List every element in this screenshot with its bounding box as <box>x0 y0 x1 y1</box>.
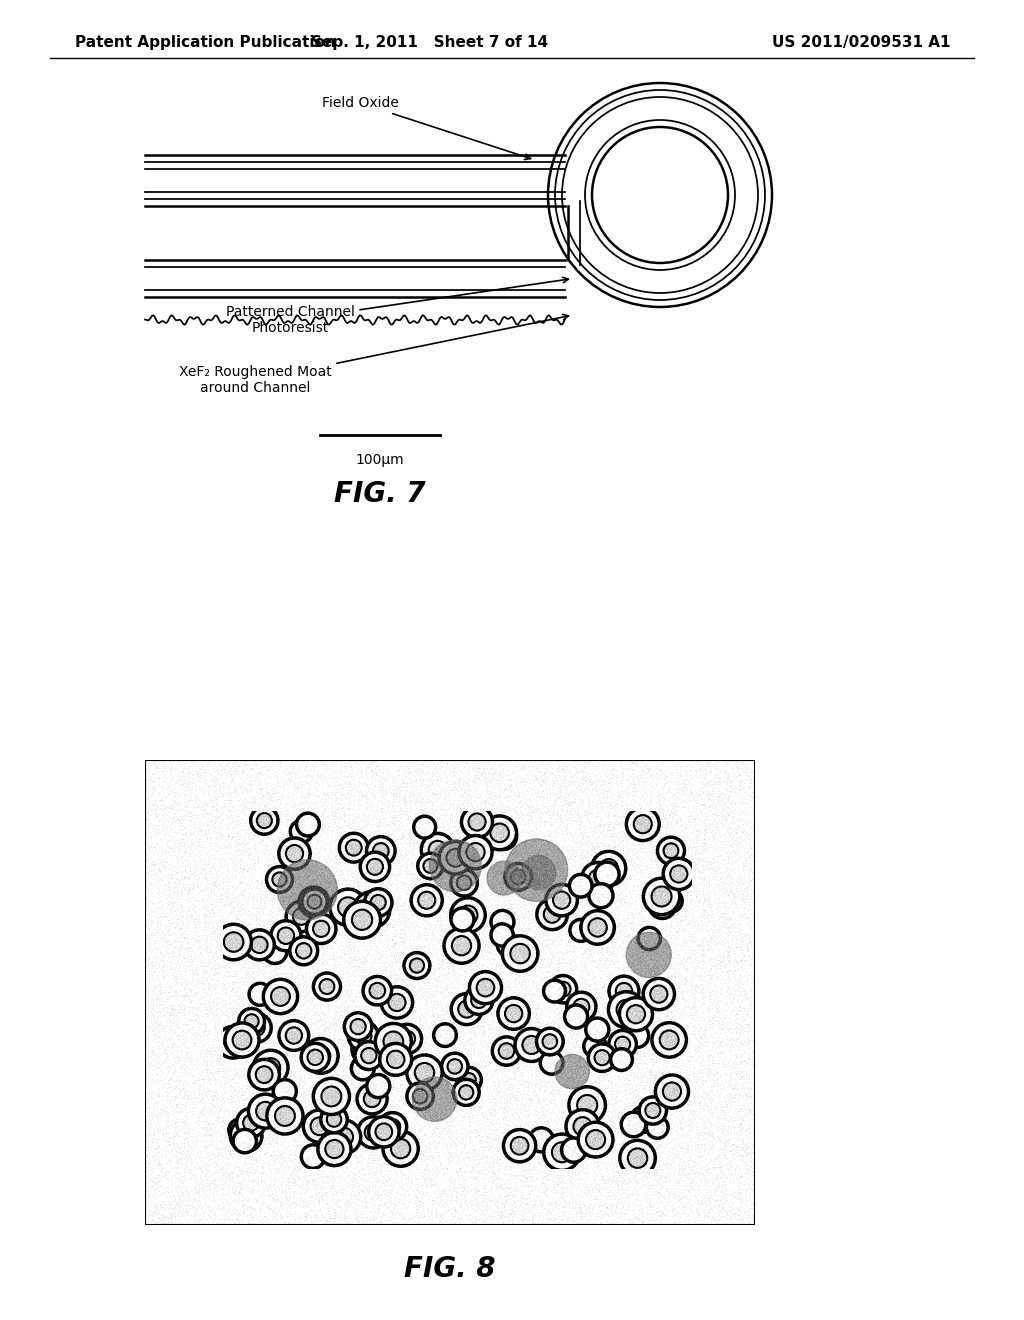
Text: XeF₂ Roughened Moat
around Channel: XeF₂ Roughened Moat around Channel <box>178 314 568 395</box>
Text: FIG. 7: FIG. 7 <box>334 480 426 508</box>
Text: Patent Application Publication: Patent Application Publication <box>75 36 336 50</box>
Text: FIG. 8: FIG. 8 <box>404 1255 496 1283</box>
Text: 100μm: 100μm <box>355 453 404 467</box>
Bar <box>145 760 755 1225</box>
Text: Field Oxide: Field Oxide <box>322 96 530 160</box>
Text: Patterned Channel
Photoresist: Patterned Channel Photoresist <box>225 277 568 335</box>
Text: Sep. 1, 2011   Sheet 7 of 14: Sep. 1, 2011 Sheet 7 of 14 <box>311 36 549 50</box>
Text: US 2011/0209531 A1: US 2011/0209531 A1 <box>771 36 950 50</box>
